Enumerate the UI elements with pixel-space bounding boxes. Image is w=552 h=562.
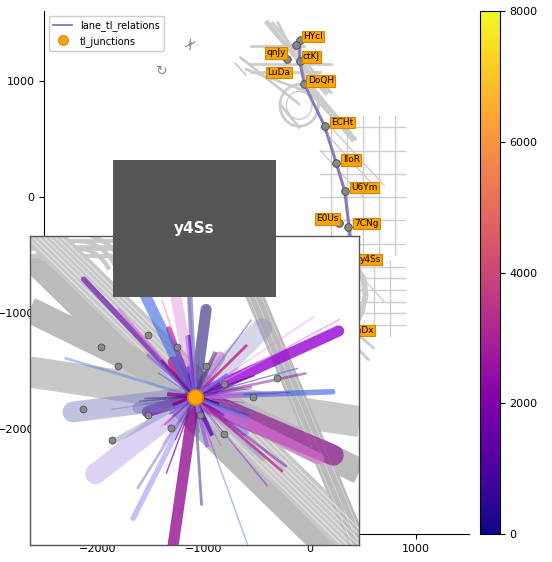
Polygon shape: [24, 253, 365, 562]
Legend: lane_tl_relations, tl_junctions: lane_tl_relations, tl_junctions: [49, 16, 164, 51]
Polygon shape: [222, 233, 367, 549]
Text: 7CNg: 7CNg: [354, 219, 379, 228]
Polygon shape: [28, 357, 361, 436]
Polygon shape: [20, 212, 369, 557]
Polygon shape: [25, 299, 364, 482]
Polygon shape: [342, 247, 354, 259]
Text: ↻: ↻: [156, 64, 167, 78]
Text: ctKJ: ctKJ: [303, 52, 320, 61]
Text: IIoR: IIoR: [343, 155, 360, 164]
Text: qnJy: qnJy: [266, 48, 286, 57]
Text: U6Ym: U6Ym: [351, 183, 378, 192]
Text: E0Us: E0Us: [316, 215, 339, 224]
Text: ECHt: ECHt: [331, 118, 353, 127]
Text: HYcI: HYcI: [303, 32, 323, 41]
Text: DoQH: DoQH: [307, 76, 334, 85]
Text: LuDa: LuDa: [267, 68, 290, 77]
Text: InDx: InDx: [353, 326, 374, 335]
Title: y4Ss: y4Ss: [174, 221, 215, 236]
Text: y4Ss: y4Ss: [360, 255, 381, 264]
